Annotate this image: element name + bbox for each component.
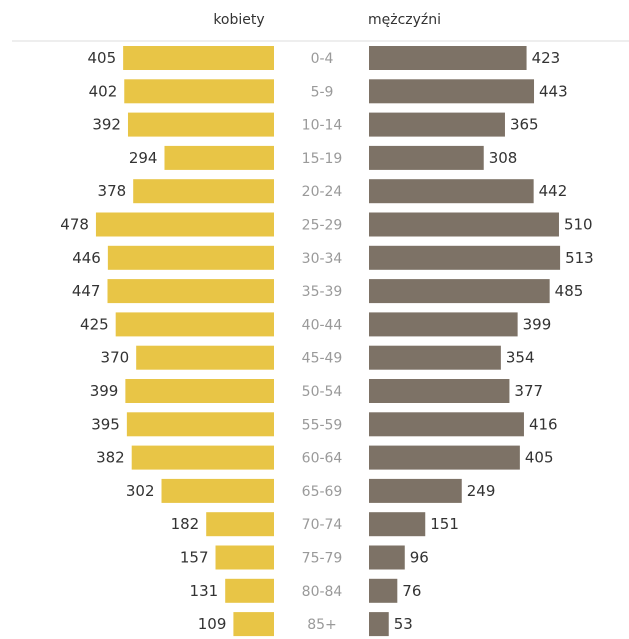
age-group-80-84: 80-84 (302, 584, 343, 600)
label-women-25-29: 478 (60, 216, 89, 234)
age-group-15-19: 15-19 (302, 151, 343, 167)
header-women: kobiety (213, 12, 264, 28)
bar-women-5-9 (124, 79, 274, 104)
label-women-10-14: 392 (92, 116, 121, 134)
label-men-80-84: 76 (402, 582, 421, 600)
age-group-70-74: 70-74 (302, 517, 343, 533)
bar-men-50-54 (369, 379, 510, 403)
bar-men-35-39 (369, 279, 550, 304)
label-men-55-59: 416 (529, 415, 558, 433)
bar-men-40-44 (369, 312, 518, 337)
label-men-70-74: 151 (430, 515, 459, 533)
bar-women-10-14 (127, 112, 274, 137)
label-women-75-79: 157 (180, 549, 209, 567)
label-men-60-64: 405 (525, 449, 554, 467)
bar-men-65-69 (369, 478, 462, 503)
age-group-25-29: 25-29 (302, 218, 343, 234)
label-women-50-54: 399 (90, 382, 119, 400)
bar-women-85+ (233, 612, 274, 637)
label-women-20-24: 378 (98, 182, 127, 200)
age-group-30-34: 30-34 (302, 251, 343, 267)
age-group-40-44: 40-44 (302, 317, 343, 333)
label-men-15-19: 308 (489, 149, 518, 167)
label-women-40-44: 425 (80, 315, 109, 333)
label-men-30-34: 513 (565, 249, 594, 267)
bar-women-45-49 (136, 345, 274, 370)
label-men-20-24: 442 (539, 182, 568, 200)
age-group-0-4: 0-4 (311, 51, 334, 67)
label-men-10-14: 365 (510, 116, 539, 134)
label-men-75-79: 96 (410, 549, 429, 567)
chart-marks: 405 423 0-4 402 443 5-9 392 365 10-14 294 308 15-19… (60, 46, 594, 637)
label-women-45-49: 370 (101, 349, 130, 367)
label-men-65-69: 249 (467, 482, 496, 500)
age-group-20-24: 20-24 (302, 184, 343, 200)
bar-men-75-79 (369, 545, 405, 570)
label-men-50-54: 377 (514, 382, 543, 400)
age-group-45-49: 45-49 (302, 351, 343, 367)
label-men-40-44: 399 (523, 315, 552, 333)
bar-women-60-64 (131, 445, 274, 470)
bar-men-80-84 (369, 578, 398, 603)
age-group-35-39: 35-39 (302, 284, 343, 300)
label-women-55-59: 395 (91, 415, 120, 433)
age-group-55-59: 55-59 (302, 417, 343, 433)
age-group-10-14: 10-14 (302, 118, 343, 134)
bar-women-35-39 (107, 279, 275, 304)
label-women-30-34: 446 (72, 249, 101, 267)
bar-men-60-64 (369, 445, 520, 470)
label-men-5-9: 443 (539, 82, 568, 100)
label-women-5-9: 402 (89, 82, 118, 100)
chart-header: kobiety mężczyźni (12, 12, 629, 42)
bar-men-20-24 (369, 179, 534, 204)
bar-men-85+ (369, 612, 389, 637)
label-men-45-49: 354 (506, 349, 535, 367)
bar-men-15-19 (369, 145, 484, 170)
age-group-50-54: 50-54 (302, 384, 343, 400)
bar-women-75-79 (215, 545, 274, 570)
label-women-0-4: 405 (87, 49, 116, 67)
label-women-70-74: 182 (171, 515, 200, 533)
label-women-60-64: 382 (96, 449, 125, 467)
bar-men-45-49 (369, 345, 501, 370)
bar-men-25-29 (369, 212, 559, 237)
bar-men-10-14 (369, 112, 505, 137)
bar-men-0-4 (369, 46, 527, 70)
label-men-35-39: 485 (555, 282, 584, 300)
bar-men-5-9 (369, 79, 535, 104)
age-group-60-64: 60-64 (302, 451, 343, 467)
label-men-85+: 53 (394, 615, 413, 633)
age-group-65-69: 65-69 (302, 484, 343, 500)
bar-women-15-19 (164, 145, 274, 170)
age-group-75-79: 75-79 (302, 551, 343, 567)
label-women-85+: 109 (198, 615, 227, 633)
bar-men-55-59 (369, 412, 524, 437)
bar-women-70-74 (206, 512, 274, 537)
bar-men-70-74 (369, 512, 426, 537)
label-men-25-29: 510 (564, 216, 593, 234)
bar-men-30-34 (369, 245, 561, 270)
header-men: mężczyźni (368, 12, 441, 28)
bar-women-25-29 (95, 212, 274, 237)
bar-women-30-34 (107, 245, 275, 270)
label-women-35-39: 447 (72, 282, 101, 300)
age-group-85+: 85+ (307, 617, 337, 633)
label-men-0-4: 423 (532, 49, 561, 67)
bar-women-65-69 (161, 478, 274, 503)
bar-women-0-4 (123, 46, 274, 70)
bar-women-20-24 (133, 179, 274, 204)
bar-women-80-84 (225, 578, 274, 603)
bar-women-50-54 (125, 379, 274, 403)
age-group-5-9: 5-9 (311, 84, 334, 100)
label-women-15-19: 294 (129, 149, 158, 167)
bar-women-40-44 (115, 312, 274, 337)
bar-women-55-59 (126, 412, 274, 437)
label-women-65-69: 302 (126, 482, 155, 500)
label-women-80-84: 131 (190, 582, 219, 600)
